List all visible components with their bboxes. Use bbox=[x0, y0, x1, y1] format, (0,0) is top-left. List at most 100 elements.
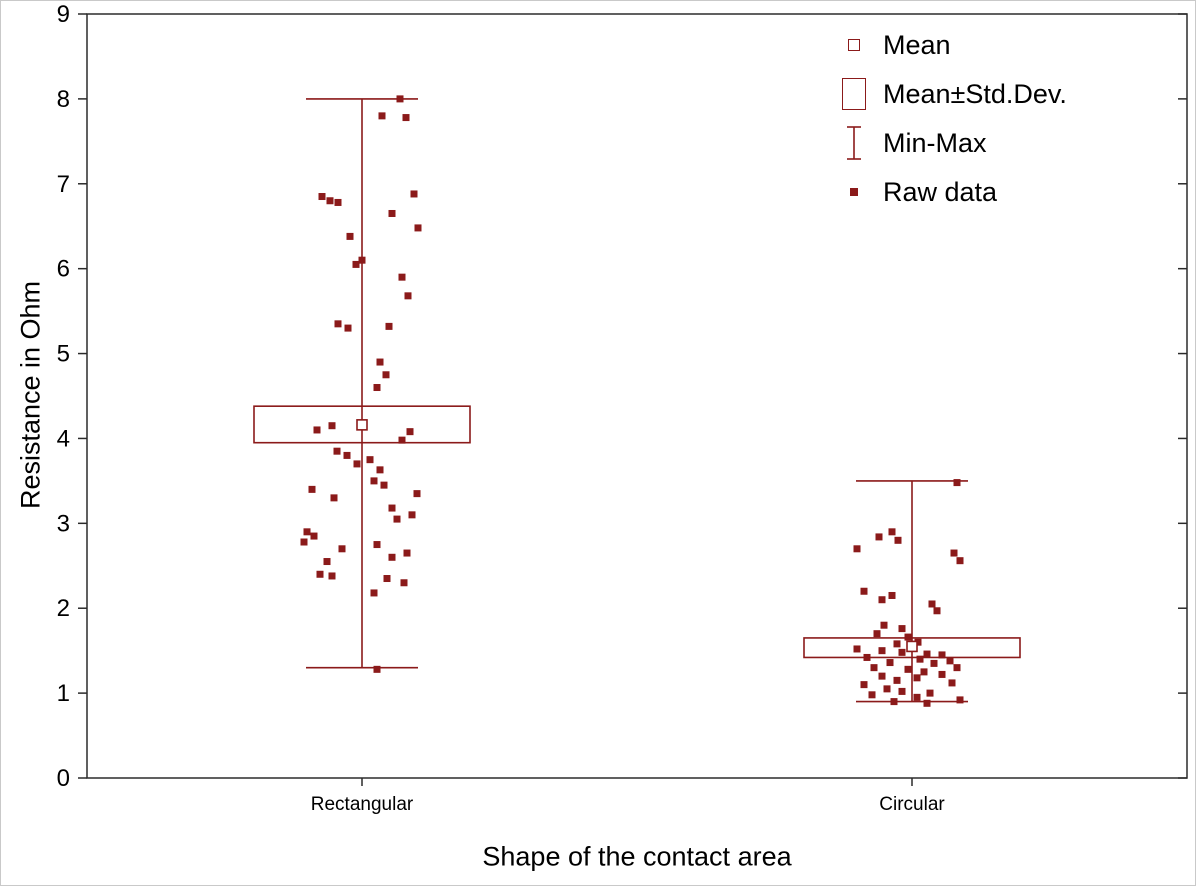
y-axis-title: Resistance in Ohm bbox=[15, 280, 46, 510]
raw-data-point bbox=[308, 485, 316, 493]
y-tick-label: 2 bbox=[57, 595, 70, 622]
raw-data-point bbox=[330, 494, 338, 502]
y-tick-label: 4 bbox=[57, 425, 70, 452]
raw-data-point bbox=[893, 676, 901, 684]
legend-item-minmax: Min-Max bbox=[837, 125, 1067, 161]
y-tick-label: 0 bbox=[57, 765, 70, 792]
y-tick-label: 3 bbox=[57, 510, 70, 537]
raw-data-point bbox=[878, 672, 886, 680]
raw-data-point bbox=[328, 422, 336, 430]
raw-data-point bbox=[406, 428, 414, 436]
raw-data-point bbox=[890, 698, 898, 706]
raw-data-point bbox=[398, 273, 406, 281]
raw-data-point bbox=[380, 481, 388, 489]
raw-data-point-icon bbox=[850, 188, 858, 196]
raw-data-point bbox=[404, 292, 412, 300]
raw-data-point bbox=[408, 511, 416, 519]
raw-data-point bbox=[898, 687, 906, 695]
raw-data-point bbox=[338, 545, 346, 553]
raw-data-point bbox=[300, 538, 308, 546]
x-axis-title: Shape of the contact area bbox=[482, 841, 792, 872]
boxplot-rectangular bbox=[253, 95, 471, 673]
raw-data-point bbox=[898, 648, 906, 656]
raw-data-point bbox=[853, 645, 861, 653]
raw-data-point bbox=[926, 689, 934, 697]
raw-data-point bbox=[358, 256, 366, 264]
legend-label: Min-Max bbox=[883, 127, 987, 158]
raw-data-point bbox=[400, 579, 408, 587]
raw-data-point bbox=[352, 260, 360, 268]
legend-item-mean-stddev: Mean±Std.Dev. bbox=[837, 76, 1067, 112]
mean-marker bbox=[356, 419, 368, 431]
raw-data-point bbox=[956, 557, 964, 565]
raw-data-point bbox=[344, 324, 352, 332]
raw-data-point bbox=[334, 320, 342, 328]
y-tick-label: 9 bbox=[57, 1, 70, 28]
legend-label: Mean bbox=[883, 29, 951, 60]
raw-data-point bbox=[953, 479, 961, 487]
y-tick-label: 5 bbox=[57, 341, 70, 368]
raw-data-point bbox=[878, 647, 886, 655]
raw-data-point bbox=[888, 528, 896, 536]
minmax-whisker-icon bbox=[847, 126, 861, 160]
legend-item-mean: Mean bbox=[837, 27, 1067, 63]
raw-data-point bbox=[373, 541, 381, 549]
raw-data-point bbox=[914, 638, 922, 646]
stddev-box-icon bbox=[842, 78, 866, 110]
raw-data-point bbox=[938, 651, 946, 659]
raw-data-point bbox=[376, 466, 384, 474]
raw-data-point bbox=[328, 572, 336, 580]
raw-data-point bbox=[904, 665, 912, 673]
raw-data-point bbox=[930, 659, 938, 667]
raw-data-point bbox=[313, 426, 321, 434]
raw-data-point bbox=[393, 515, 401, 523]
raw-data-point bbox=[326, 197, 334, 205]
raw-data-point bbox=[413, 490, 421, 498]
y-tick-label: 8 bbox=[57, 86, 70, 113]
raw-data-point bbox=[863, 653, 871, 661]
raw-data-point bbox=[870, 664, 878, 672]
raw-data-point bbox=[913, 674, 921, 682]
legend-item-raw-data: Raw data bbox=[837, 174, 1067, 210]
raw-data-point bbox=[410, 190, 418, 198]
raw-data-point bbox=[316, 570, 324, 578]
mean-marker bbox=[906, 640, 918, 653]
raw-data-point bbox=[370, 477, 378, 485]
raw-data-point bbox=[860, 681, 868, 689]
raw-data-point bbox=[414, 224, 422, 232]
y-tick-label: 7 bbox=[57, 171, 70, 198]
raw-data-point bbox=[886, 659, 894, 667]
raw-data-point bbox=[323, 558, 331, 566]
mean-square-icon bbox=[848, 39, 860, 51]
raw-data-point bbox=[878, 596, 886, 604]
raw-data-point bbox=[366, 456, 374, 464]
raw-data-point bbox=[396, 95, 404, 103]
raw-data-point bbox=[950, 549, 958, 557]
raw-data-point bbox=[868, 691, 876, 699]
raw-data-point bbox=[948, 679, 956, 687]
raw-data-point bbox=[402, 114, 410, 122]
raw-data-point bbox=[946, 657, 954, 665]
y-tick-label: 1 bbox=[57, 680, 70, 707]
raw-data-point bbox=[383, 575, 391, 583]
raw-data-point bbox=[928, 600, 936, 608]
stddev-box bbox=[253, 405, 471, 444]
raw-data-point bbox=[904, 633, 912, 641]
raw-data-point bbox=[880, 621, 888, 629]
raw-data-point bbox=[334, 198, 342, 206]
plot-frame bbox=[86, 13, 1188, 779]
raw-data-point bbox=[403, 549, 411, 557]
raw-data-point bbox=[370, 589, 378, 597]
raw-data-point bbox=[853, 545, 861, 553]
raw-data-point bbox=[388, 209, 396, 217]
x-category-label: Rectangular bbox=[311, 794, 414, 815]
raw-data-point bbox=[956, 696, 964, 704]
raw-data-point bbox=[378, 112, 386, 120]
raw-data-point bbox=[376, 358, 384, 366]
raw-data-point bbox=[385, 322, 393, 330]
raw-data-point bbox=[388, 553, 396, 561]
x-category-label: Circular bbox=[879, 794, 945, 815]
raw-data-point bbox=[318, 193, 326, 201]
raw-data-point bbox=[953, 664, 961, 672]
